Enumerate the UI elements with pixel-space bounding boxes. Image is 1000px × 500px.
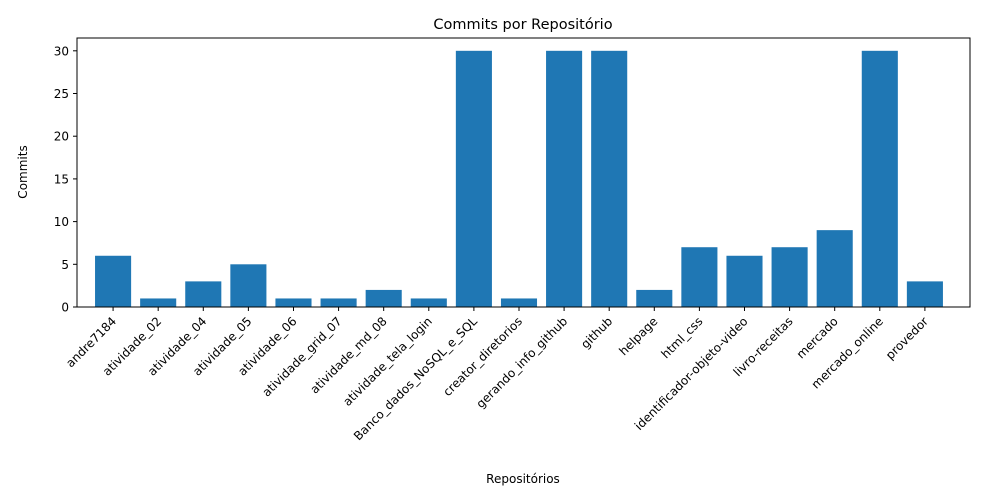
bar-livro-receitas xyxy=(771,247,808,307)
y-tick-label: 0 xyxy=(61,301,69,315)
bar-github xyxy=(591,50,628,308)
axes-frame xyxy=(76,37,971,308)
bar-helpage xyxy=(636,289,673,307)
bar-Banco_dados_NoSQL_e_SQL xyxy=(455,50,492,308)
bar-atividade_md_08 xyxy=(365,289,402,307)
y-tick-label: 15 xyxy=(54,172,69,186)
x-tick-label: atividade_md_08 xyxy=(308,314,390,396)
bar-provedor xyxy=(906,281,943,307)
bar-creator_diretorios xyxy=(500,298,538,307)
x-tick-label: helpage xyxy=(616,314,660,358)
chart-title: Commits por Repositório xyxy=(433,17,612,33)
y-tick-label: 10 xyxy=(54,215,69,229)
bar-atividade_04 xyxy=(185,281,222,307)
bar-atividade_06 xyxy=(275,298,312,307)
plot-area: 051015202530andre7184atividade_02ativida… xyxy=(54,37,971,443)
y-axis-label: Commits xyxy=(16,145,30,198)
bar-identificador-objeto-video xyxy=(726,255,763,307)
bar-atividade_tela_login xyxy=(410,298,447,307)
x-tick-label: creator_diretorios xyxy=(440,314,525,399)
y-tick-label: 20 xyxy=(54,130,69,144)
x-tick-label: atividade_tela_login xyxy=(340,314,435,409)
bar-mercado xyxy=(816,230,853,307)
bar-atividade_02 xyxy=(140,298,177,307)
x-axis-label: Repositórios xyxy=(486,472,560,486)
bar-mercado_online xyxy=(861,50,898,308)
bar-andre7184 xyxy=(95,255,132,307)
bar-gerando_info_github xyxy=(546,50,583,308)
bar-atividade_grid_07 xyxy=(320,298,357,307)
x-tick-label: gerando_info_github xyxy=(473,314,570,411)
x-tick-label: html_css xyxy=(659,314,706,361)
bar-html_css xyxy=(681,247,718,307)
y-tick-label: 5 xyxy=(61,258,69,272)
x-tick-label: provedor xyxy=(883,314,931,362)
x-tick-label: mercado xyxy=(794,314,841,361)
y-tick-label: 30 xyxy=(54,44,69,58)
bar-atividade_05 xyxy=(230,264,267,307)
x-tick-label: github xyxy=(578,314,615,351)
x-tick-label: atividade_grid_07 xyxy=(259,314,344,399)
y-tick-label: 25 xyxy=(54,87,69,101)
